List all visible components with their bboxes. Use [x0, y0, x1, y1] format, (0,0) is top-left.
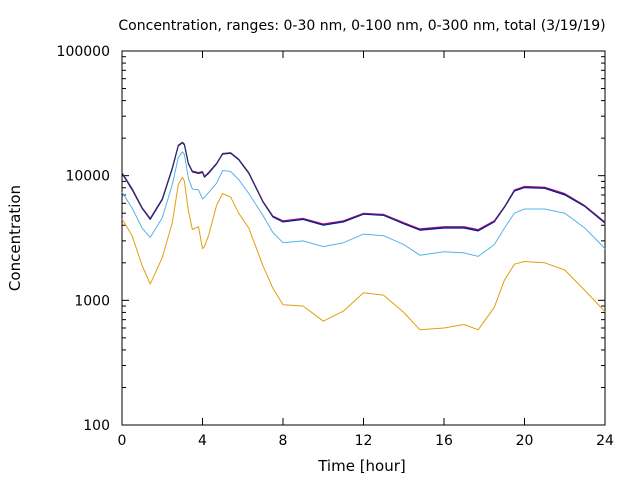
chart-title: Concentration, ranges: 0-30 nm, 0-100 nm…: [118, 18, 605, 34]
plot-frame: [121, 50, 606, 426]
y-tick-label: 100000: [57, 44, 110, 60]
x-tick-label: 0: [118, 433, 127, 449]
x-tick-label: 20: [516, 433, 534, 449]
x-tick-label: 24: [596, 433, 614, 449]
y-axis-label: Concentration: [6, 185, 24, 291]
series-line-2: [121, 151, 606, 257]
x-tick-label: 4: [198, 433, 207, 449]
x-tick-label: 16: [435, 433, 453, 449]
series-line-1: [121, 176, 606, 331]
series-line-5: [121, 141, 606, 230]
series-line-6: [121, 141, 606, 231]
y-tick-label: 10000: [65, 169, 110, 185]
x-tick-label: 8: [279, 433, 288, 449]
y-tick-label: 100: [83, 418, 110, 434]
x-tick-label: 12: [355, 433, 373, 449]
x-axis-label: Time [hour]: [317, 457, 406, 475]
y-tick-label: 1000: [74, 293, 110, 309]
